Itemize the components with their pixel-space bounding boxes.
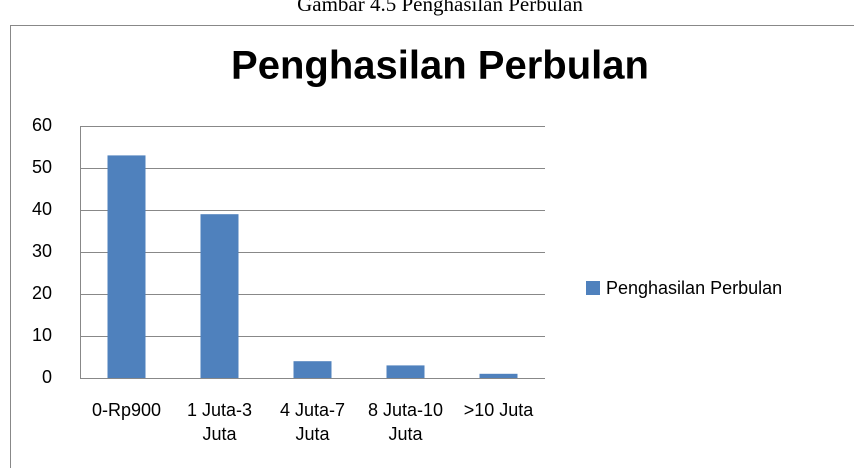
x-tick-label: 0-Rp900 (91, 400, 162, 420)
y-tick-label: 20 (32, 283, 52, 303)
chart-title: Penghasilan Perbulan (231, 44, 649, 88)
bar (479, 373, 518, 378)
y-tick-label: 30 (32, 241, 52, 261)
chart-border (10, 25, 854, 468)
y-tick-label: 60 (32, 115, 52, 135)
legend-label: Penghasilan Perbulan (606, 278, 782, 298)
x-tick-label: 8 Juta-10 Juta (367, 400, 444, 444)
y-tick-label: 40 (32, 199, 52, 219)
bar (200, 214, 239, 378)
bar (107, 155, 146, 378)
y-tick-label: 0 (42, 367, 52, 387)
x-tick-label: 1 Juta-3 Juta (186, 400, 253, 444)
y-tick-label: 10 (32, 325, 52, 345)
legend-swatch (586, 281, 600, 295)
bar (293, 361, 332, 378)
y-tick-label: 50 (32, 157, 52, 177)
caption: Gambar 4.5 Penghasilan Perbulan (297, 0, 583, 16)
x-tick-label: >10 Juta (463, 400, 534, 420)
bar (386, 365, 425, 378)
x-tick-label: 4 Juta-7 Juta (279, 400, 346, 444)
